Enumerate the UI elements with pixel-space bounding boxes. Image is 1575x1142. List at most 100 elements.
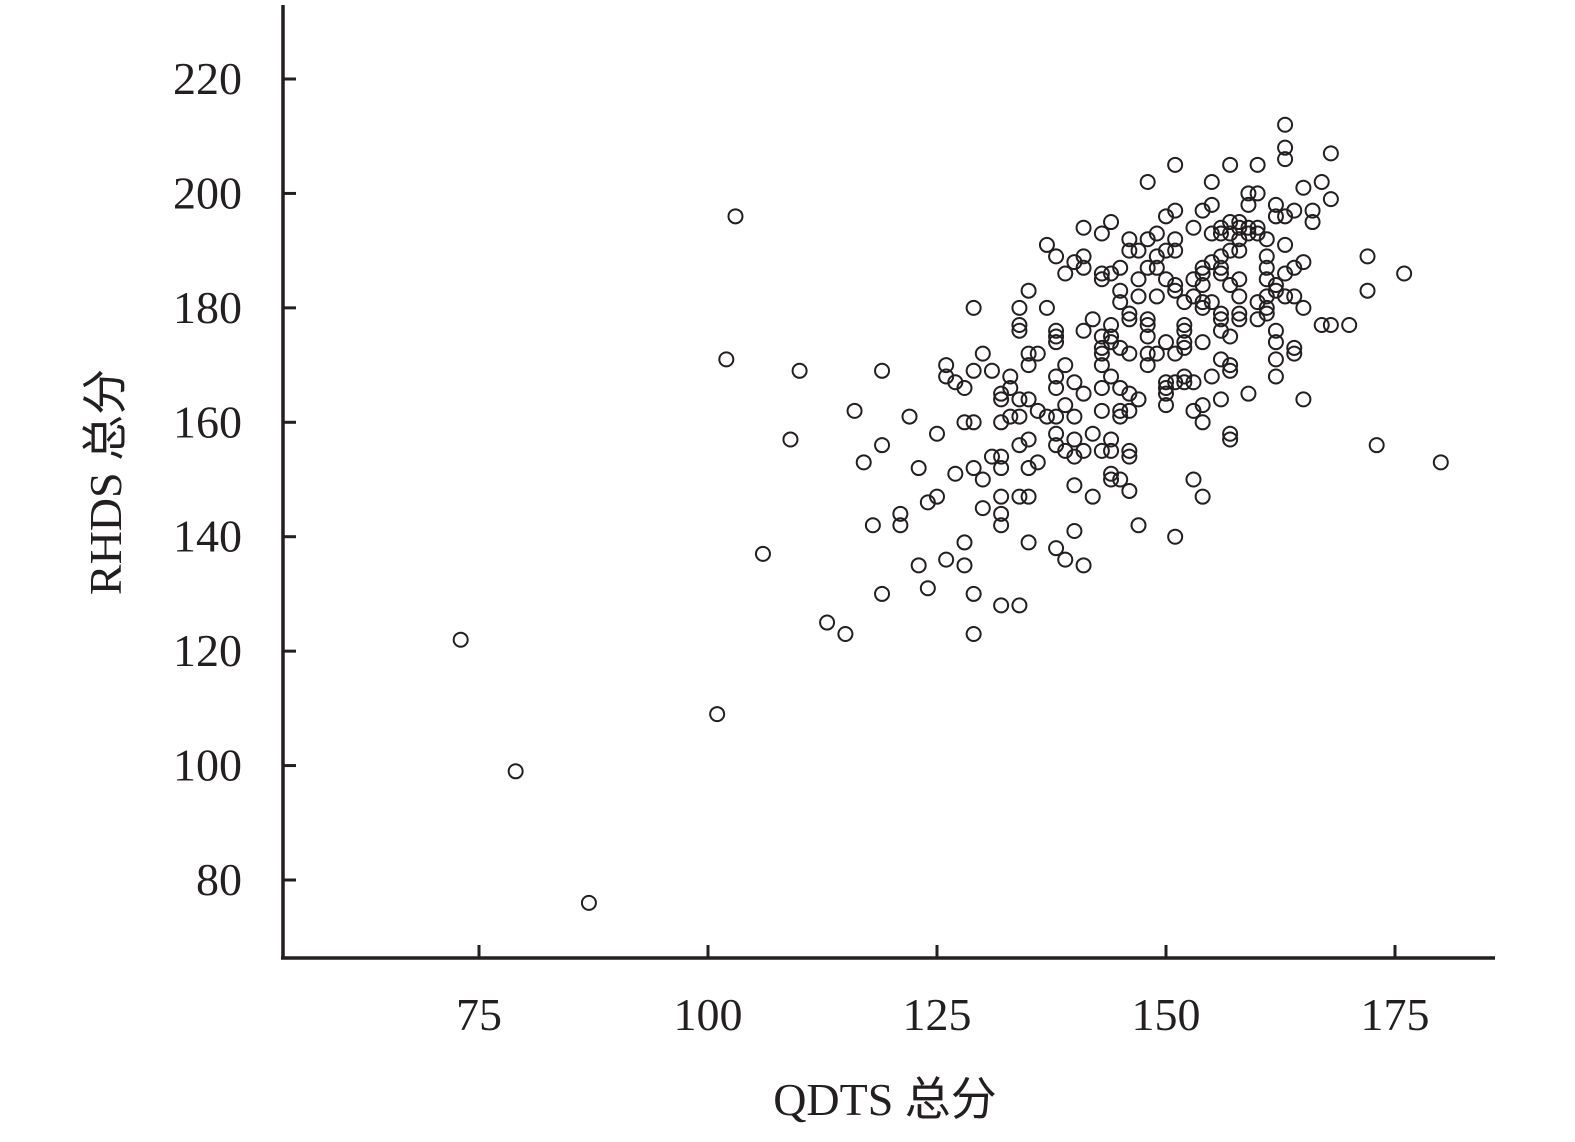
data-point — [452, 631, 469, 648]
data-point — [1048, 379, 1065, 396]
data-point — [929, 425, 945, 442]
data-point — [1002, 379, 1019, 396]
data-point — [1011, 408, 1028, 425]
data-point — [956, 379, 973, 396]
data-point — [1038, 236, 1055, 253]
data-point — [1203, 196, 1220, 213]
data-point — [1093, 357, 1110, 374]
data-point — [1185, 374, 1202, 391]
data-point — [864, 517, 881, 534]
data-point — [1185, 471, 1202, 488]
data-point — [1222, 357, 1239, 374]
data-point — [1130, 288, 1147, 305]
data-point — [1222, 156, 1239, 173]
data-point — [993, 597, 1010, 614]
data-point — [1121, 231, 1138, 248]
data-point — [855, 454, 872, 471]
data-point — [938, 551, 955, 568]
data-point — [1048, 408, 1065, 425]
data-point — [1167, 231, 1184, 248]
data-point — [1066, 477, 1083, 494]
data-point — [1240, 196, 1257, 213]
data-point — [1304, 202, 1321, 219]
data-point — [791, 362, 808, 379]
data-point — [1011, 322, 1028, 339]
data-point — [1011, 391, 1028, 408]
data-point — [1139, 328, 1156, 345]
data-point — [1194, 265, 1211, 282]
x-tick-label: 75 — [456, 989, 502, 1040]
data-point — [1258, 231, 1275, 248]
data-point — [874, 585, 891, 602]
data-point — [1368, 437, 1385, 454]
data-point — [1139, 173, 1156, 190]
data-point — [1222, 431, 1239, 448]
x-tick-label: 175 — [1361, 989, 1430, 1040]
y-tick-label: 180 — [173, 282, 242, 333]
data-point — [1103, 431, 1120, 448]
data-point — [965, 625, 982, 642]
data-point — [1048, 334, 1065, 351]
data-point — [1038, 299, 1055, 316]
y-tick-label: 200 — [173, 167, 242, 218]
data-point — [1231, 305, 1248, 322]
data-point — [1075, 385, 1092, 402]
y-tick-label: 140 — [173, 511, 242, 562]
data-point — [1203, 173, 1220, 190]
data-point — [1231, 271, 1248, 288]
data-point — [1286, 339, 1303, 356]
data-point — [1231, 288, 1248, 305]
data-point — [965, 460, 982, 477]
data-point — [965, 585, 982, 602]
data-point — [1121, 311, 1138, 328]
y-tick-label: 120 — [173, 625, 242, 676]
data-point — [1359, 282, 1376, 299]
data-point — [1432, 454, 1449, 471]
data-point — [1020, 282, 1037, 299]
data-point — [965, 414, 982, 431]
data-point — [1286, 202, 1303, 219]
x-tick-label: 125 — [903, 989, 972, 1040]
data-point — [1176, 339, 1193, 356]
data-point — [1011, 597, 1028, 614]
x-tick-label: 100 — [674, 989, 743, 1040]
data-point — [1322, 191, 1339, 208]
data-point — [1277, 288, 1294, 305]
data-point — [1075, 322, 1092, 339]
data-point — [1267, 208, 1284, 225]
y-axis-ticks: 80 100 120 140 160 180 200 220 — [173, 53, 296, 905]
data-point — [1002, 368, 1019, 385]
data-point — [1121, 242, 1138, 259]
data-point — [1139, 345, 1156, 362]
data-point — [1167, 202, 1184, 219]
data-point — [1249, 219, 1266, 236]
data-points — [452, 116, 1449, 911]
data-point — [983, 448, 1000, 465]
data-point — [1185, 219, 1202, 236]
data-point — [1048, 368, 1065, 385]
data-point — [1396, 265, 1413, 282]
data-point — [1267, 322, 1284, 339]
data-point — [993, 391, 1010, 408]
data-point — [1295, 299, 1312, 316]
data-point — [1212, 259, 1229, 276]
data-point — [874, 437, 891, 454]
data-point — [1267, 334, 1284, 351]
data-point — [754, 545, 771, 562]
data-point — [1057, 551, 1074, 568]
data-point — [910, 460, 927, 477]
data-point — [1066, 408, 1083, 425]
data-point — [1148, 345, 1165, 362]
data-point — [819, 614, 836, 631]
data-point — [974, 345, 991, 362]
x-axis-title: QDTS 总分 — [773, 1074, 997, 1125]
data-point — [1313, 317, 1330, 334]
data-point — [1084, 311, 1101, 328]
data-point — [1148, 225, 1165, 242]
data-point — [727, 208, 744, 225]
data-point — [1020, 534, 1037, 551]
data-point — [929, 488, 945, 505]
data-point — [1258, 248, 1275, 265]
data-point — [1020, 345, 1037, 362]
data-point — [1212, 391, 1229, 408]
